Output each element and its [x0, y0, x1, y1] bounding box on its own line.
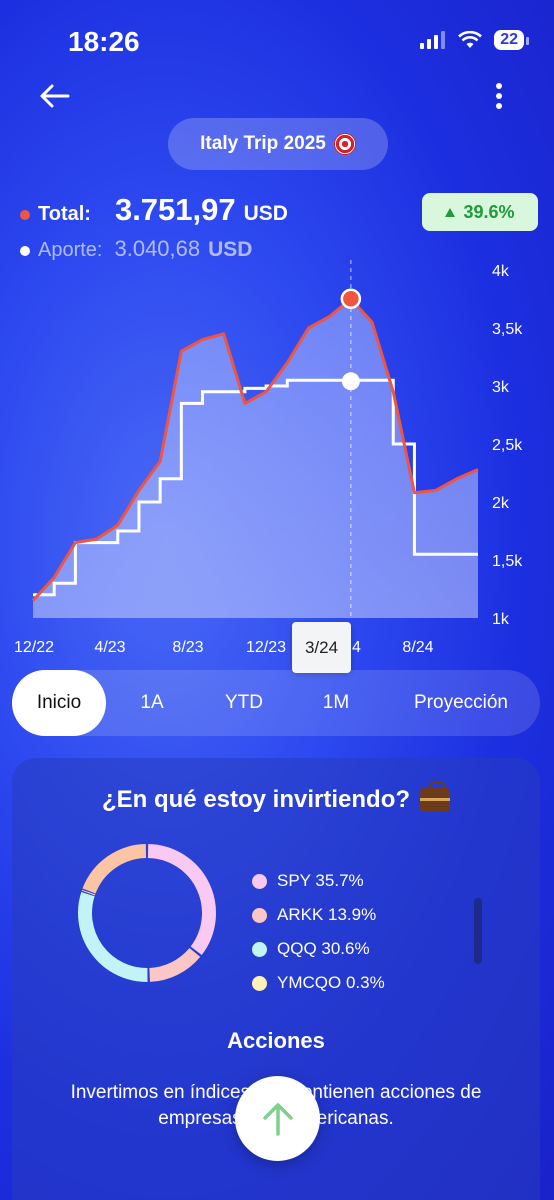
legend-dot-icon: [252, 1009, 267, 1010]
allocation-legend[interactable]: SPY 35.7% ARKK 13.9% QQQ 30.6% YMCQO 0.3% Ad…: [252, 864, 398, 1010]
tab-ytd[interactable]: YTD: [225, 692, 263, 713]
y-tick-label: 2k: [492, 495, 510, 512]
x-tick-label: 8/24: [402, 639, 433, 656]
signal-icon: [420, 31, 446, 49]
x-tick-label: 12/23: [246, 639, 286, 656]
back-button[interactable]: [34, 76, 74, 116]
aporte-unit: USD: [208, 238, 253, 261]
goal-title-pill[interactable]: Italy Trip 2025: [168, 118, 388, 170]
y-tick-label: 2,5k: [492, 437, 523, 454]
status-bar: 18:26 22: [0, 0, 554, 80]
target-icon: [333, 133, 356, 155]
change-badge: 39.6%: [422, 193, 538, 231]
legend-item[interactable]: SPY 35.7%: [252, 864, 398, 898]
x-tick-label: 4/23: [94, 639, 125, 656]
range-tabs: Inicio 1A YTD 1M Proyección: [12, 670, 540, 736]
aporte-value: 3.040,68: [114, 236, 201, 261]
legend-dot-icon: [252, 873, 267, 889]
legend-item[interactable]: YMCQO 0.3%: [252, 966, 398, 1000]
investment-card: ¿En qué estoy invirtiendo? SPY 35.7% ARKK…: [12, 758, 540, 1200]
legend-dot-icon: [252, 941, 267, 957]
total-unit: USD: [243, 202, 288, 225]
more-vertical-icon: [496, 83, 502, 109]
chart-tooltip-date: 3/24: [292, 622, 351, 673]
y-tick-label: 3k: [492, 379, 510, 396]
more-options-button[interactable]: [484, 76, 514, 116]
x-tick-label: 4: [352, 639, 361, 656]
card-title: ¿En qué estoy invirtiendo?: [101, 786, 411, 813]
legend-dot-icon: [252, 907, 267, 923]
briefcase-icon: [420, 782, 451, 812]
tab-inicio[interactable]: Inicio: [12, 670, 106, 736]
total-dot-icon: [20, 210, 30, 220]
status-icons: 22: [420, 30, 529, 50]
donut-slice[interactable]: [78, 892, 148, 982]
legend-item[interactable]: ARKK 13.9%: [252, 898, 398, 932]
legend-scrollbar[interactable]: [474, 898, 482, 964]
status-time: 18:26: [68, 26, 140, 57]
aporte-dot-icon: [20, 246, 30, 256]
x-tick-label: 8/23: [172, 639, 203, 656]
highlight-total-point: [340, 288, 362, 310]
legend-item[interactable]: QQQ 30.6%: [252, 932, 398, 966]
tab-1m[interactable]: 1M: [322, 692, 350, 713]
legend-label: ARKK 13.9%: [277, 905, 377, 924]
legend-label: Adsen Acciones: [277, 1007, 398, 1010]
scroll-up-button[interactable]: [235, 1076, 320, 1161]
legend-label: QQQ 30.6%: [277, 939, 370, 958]
y-tick-label: 3,5k: [492, 321, 523, 338]
legend-dot-icon: [252, 975, 267, 991]
donut-slice[interactable]: [82, 844, 147, 894]
chart-svg: 4k 3,5k 3k 2,5k 2k 1,5k 1k 12/22 4/23 8/23 12/23 4 8…: [14, 260, 523, 656]
legend-label: SPY 35.7%: [277, 871, 364, 890]
donut-slice[interactable]: [147, 844, 216, 956]
series-aporte-line: [33, 378, 478, 597]
total-value: 3.751,97: [114, 192, 236, 227]
series-total-line: [31, 297, 479, 602]
donut-slice[interactable]: [149, 947, 201, 982]
tab-proyeccion[interactable]: Proyección: [414, 692, 508, 713]
y-tick-label: 4k: [492, 263, 510, 280]
wifi-icon: [458, 31, 483, 48]
aporte-row: Aporte: 3.040,68 USD: [20, 236, 252, 262]
card-title-row: ¿En qué estoy invirtiendo?: [12, 782, 540, 814]
tab-1a[interactable]: 1A: [140, 692, 164, 713]
arrow-up-icon: [262, 1102, 293, 1136]
goal-title: Italy Trip 2025: [200, 133, 326, 154]
performance-chart[interactable]: 4k 3,5k 3k 2,5k 2k 1,5k 1k 12/22 4/23 8/23 12/23 4 8…: [0, 250, 554, 670]
change-value: 39.6%: [463, 201, 515, 222]
allocation-donut-chart[interactable]: [74, 840, 220, 986]
total-area: [33, 299, 478, 618]
section-title: Acciones: [227, 1028, 325, 1053]
highlight-aporte-point: [341, 372, 360, 391]
total-row: Total: 3.751,97 USD: [20, 192, 288, 228]
aporte-label: Aporte:: [38, 239, 103, 261]
triangle-up-icon: [445, 207, 456, 217]
arrow-left-icon: [40, 84, 70, 108]
legend-item[interactable]: Adsen Acciones: [252, 1000, 398, 1010]
y-tick-label: 1,5k: [492, 553, 523, 570]
x-tick-label: 12/22: [14, 639, 54, 656]
y-tick-label: 1k: [492, 611, 510, 628]
battery-indicator: 22: [494, 30, 529, 50]
total-label: Total:: [38, 203, 91, 225]
legend-label: YMCQO 0.3%: [277, 973, 385, 992]
